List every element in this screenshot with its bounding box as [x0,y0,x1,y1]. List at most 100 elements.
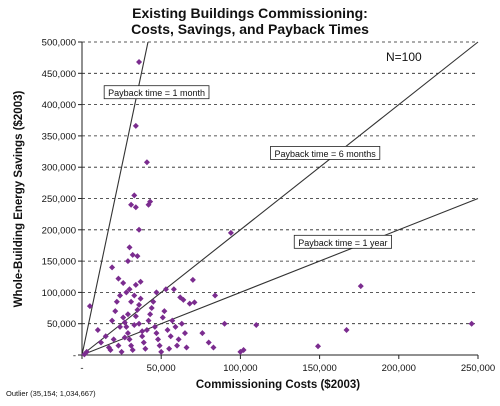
data-point [132,281,139,288]
data-point [240,346,247,353]
data-point [132,122,139,129]
data-point [169,317,176,324]
x-tick-label: 250,000 [461,363,495,374]
data-point [150,298,157,305]
data-point [132,204,139,211]
data-point [102,333,109,340]
chart-title-line1: Existing Buildings Commissioning: [132,5,368,21]
payback-label: Payback time = 1 month [103,85,210,100]
data-point [98,339,105,346]
data-point [136,59,143,66]
data-point [139,333,146,340]
data-point [221,320,228,327]
data-point [124,330,131,337]
data-point [468,320,475,327]
data-point [166,345,173,352]
data-point [143,326,150,333]
data-point [136,320,143,327]
data-point [162,286,169,293]
data-point [131,192,138,199]
data-point [148,305,155,312]
data-point [109,264,116,271]
x-tick-label: 150,000 [302,363,336,374]
data-point [212,292,219,299]
data-point [113,298,120,305]
payback-labels: Payback time = 1 month Payback time = 6 m… [103,85,392,249]
payback-label-box [293,234,392,249]
y-tick-label: - [73,351,76,362]
data-point [315,343,322,350]
data-point [136,301,143,308]
x-tick-label: - [80,363,83,374]
data-point [161,308,168,315]
x-tick-label: 100,000 [223,363,257,374]
data-point [81,351,88,358]
axes: - 50,000 100,000 150,000 200,000 250,000 300,0… [42,38,496,375]
data-point [153,330,160,337]
data-point [172,323,179,330]
n-label: N=100 [386,50,422,64]
data-point [147,311,154,318]
data-point [357,283,364,290]
data-point [129,346,136,353]
payback-label-text: Payback time = 1 month [108,88,205,98]
data-point [117,292,124,299]
y-tick-label: 300,000 [42,163,76,174]
data-point [151,323,158,330]
chart-title-line2: Costs, Savings, and Payback Times [131,21,369,37]
data-point [124,258,131,265]
data-point [155,336,162,343]
data-point [189,276,196,283]
y-tick-label: 450,000 [42,69,76,80]
payback-label-text: Payback time = 6 months [274,149,376,159]
data-point [128,201,135,208]
data-point [134,253,141,260]
data-point [112,308,119,315]
y-tick-label: 250,000 [42,194,76,205]
data-point [180,296,187,303]
payback-label-box [103,85,210,100]
payback-label: Payback time = 1 year [293,234,392,249]
data-points [81,59,475,358]
y-tick-label: 50,000 [47,319,76,330]
data-point [137,295,144,302]
data-point [159,314,166,321]
payback-line [81,41,479,356]
data-point [186,300,193,307]
y-tick-label: 200,000 [42,225,76,236]
y-axis-title: Whole-Building Energy Savings ($2003) [13,91,25,308]
data-point [205,339,212,346]
data-point [210,344,217,351]
data-point [143,159,150,166]
data-point [142,345,149,352]
y-tick-label: 350,000 [42,131,76,142]
data-point [115,342,122,349]
data-point [107,346,114,353]
payback-label: Payback time = 6 months [270,146,381,160]
data-point [153,289,160,296]
data-point [136,226,143,233]
data-point [131,321,138,328]
y-tick-label: 150,000 [42,257,76,268]
data-point [129,251,136,258]
data-point [134,306,141,313]
data-point [253,321,260,328]
data-point [120,280,127,287]
data-point [156,342,163,349]
data-point [181,330,188,337]
payback-label-box [270,146,381,160]
data-point [145,317,152,324]
data-point [183,344,190,351]
data-point [145,201,152,208]
y-tick-label: 100,000 [42,288,76,299]
data-point [118,348,125,355]
data-point [227,229,234,236]
data-point [164,326,171,333]
data-point [94,326,101,333]
data-point [199,330,206,337]
y-tick-label: 400,000 [42,100,76,111]
data-point [124,311,131,318]
payback-label-text: Payback time = 1 year [298,238,387,248]
